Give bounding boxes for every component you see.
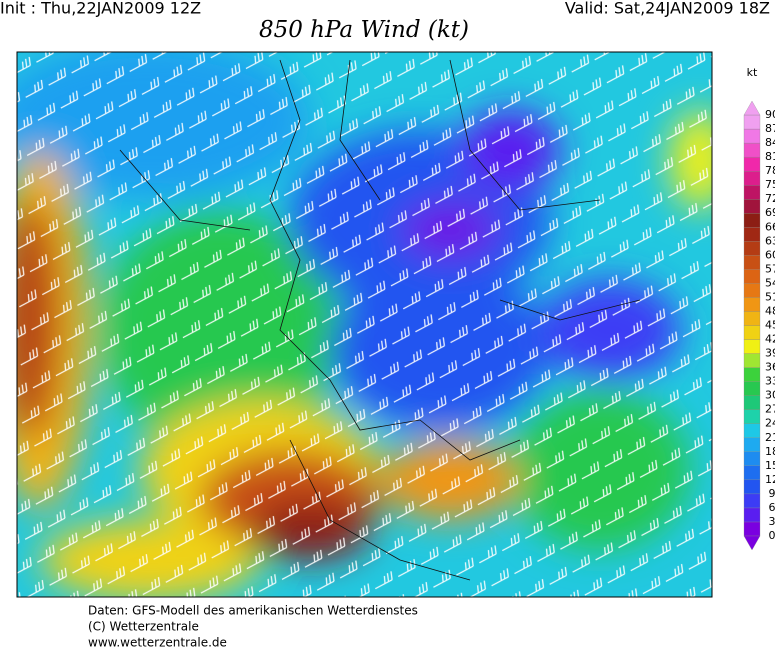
legend-swatch: [743, 156, 761, 172]
legend-swatch: [743, 437, 761, 452]
legend-label: 21: [765, 431, 775, 444]
legend-label: 63: [765, 234, 775, 247]
legend-label: 84: [765, 136, 775, 149]
init-time: Init : Thu,22JAN2009 12Z: [0, 0, 201, 18]
legend-swatch: [743, 283, 761, 298]
legend-label: 18: [765, 445, 775, 458]
legend-label: 87: [765, 122, 775, 135]
legend-label: 72: [765, 192, 775, 205]
legend-swatch: [743, 465, 761, 481]
wind-field: [17, 52, 712, 597]
legend-swatch: [743, 353, 761, 368]
legend-label: 39: [765, 347, 775, 360]
footer-line: Daten: GFS-Modell des amerikanischen Wet…: [88, 604, 418, 618]
legend-label: 12: [765, 473, 775, 486]
legend-label: 30: [765, 389, 775, 402]
legend-label: 48: [765, 304, 775, 317]
legend-label: 9: [769, 487, 775, 500]
valid-time: Valid: Sat,24JAN2009 18Z: [565, 0, 770, 18]
legend-swatch: [743, 493, 761, 509]
map-title: 850 hPa Wind (kt): [259, 17, 469, 43]
legend-swatch: [743, 423, 761, 438]
legend-label: 24: [765, 417, 775, 430]
legend-label: 90: [765, 108, 775, 121]
legend-swatch: [743, 269, 761, 284]
legend-swatch: [743, 255, 761, 270]
legend-swatch: [743, 227, 761, 242]
legend-swatch: [743, 479, 761, 495]
legend-label: 51: [765, 290, 775, 303]
legend-label: 57: [765, 262, 775, 275]
legend-swatch: [743, 213, 761, 228]
footer-line: (C) Wetterzentrale: [88, 620, 199, 634]
legend-label: 66: [765, 220, 775, 233]
legend-label: 81: [765, 150, 775, 163]
legend-unit: kt: [747, 66, 758, 79]
legend-label: 36: [765, 361, 775, 374]
legend-label: 3: [769, 515, 775, 528]
legend-swatch: [743, 199, 761, 214]
legend-arrow-top: [743, 100, 761, 116]
legend-label: 78: [765, 164, 775, 177]
legend-swatch: [743, 325, 761, 340]
legend-swatch: [743, 114, 761, 130]
legend-swatch: [743, 170, 761, 186]
legend-arrow-bottom: [743, 535, 761, 551]
legend-label: 33: [765, 375, 775, 388]
legend-swatch: [743, 241, 761, 256]
legend-label: 15: [765, 459, 775, 472]
legend-label: 60: [765, 248, 775, 261]
legend-swatch: [743, 142, 761, 158]
legend-swatch: [743, 451, 761, 466]
legend-swatch: [743, 409, 761, 424]
legend-swatch: [743, 395, 761, 410]
footer-line: www.wetterzentrale.de: [88, 636, 227, 648]
legend-swatch: [743, 311, 761, 326]
legend-label: 27: [765, 403, 775, 416]
legend-label: 6: [769, 501, 775, 514]
legend-swatch: [743, 381, 761, 396]
legend-label: 45: [765, 319, 775, 332]
legend-label: 0: [769, 529, 775, 542]
legend-label: 75: [765, 178, 775, 191]
legend-label: 42: [765, 333, 775, 346]
legend-swatch: [743, 297, 761, 312]
color-legend: 0369121518212427303336394245485154576063…: [743, 100, 775, 551]
legend-label: 54: [765, 276, 775, 289]
legend-swatch: [743, 507, 761, 523]
legend-swatch: [743, 339, 761, 354]
legend-swatch: [743, 521, 761, 537]
legend-label: 69: [765, 206, 775, 219]
legend-swatch: [743, 128, 761, 144]
legend-swatch: [743, 185, 761, 200]
legend-swatch: [743, 367, 761, 382]
